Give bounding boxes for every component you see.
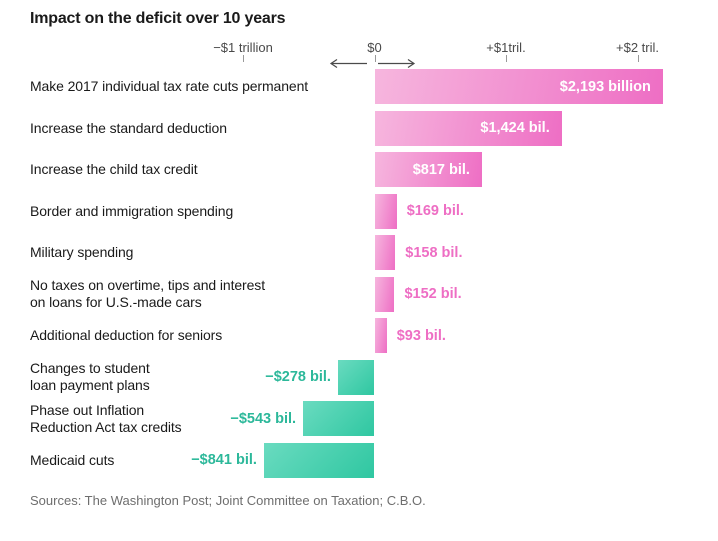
- axis: −$1 trillion $0 +$1tril. +$2 tril.: [0, 0, 718, 69]
- chart-row: Phase out Inflation Reduction Act tax cre…: [0, 398, 718, 440]
- chart-row: Additional deduction for seniors $93 bil.: [0, 315, 718, 357]
- value-label: $2,193 billion: [559, 78, 651, 95]
- axis-tick: [243, 55, 244, 62]
- value-label: $169 bil.: [406, 203, 464, 220]
- value-label: $93 bil.: [396, 327, 446, 344]
- axis-tick: [506, 55, 507, 62]
- deficit-decrease-bar: [263, 442, 375, 478]
- deficit-increase-bar: $817 bil.: [374, 152, 482, 188]
- deficit-increase-bar: [374, 193, 397, 229]
- value-label: −$841 bil.: [191, 452, 257, 469]
- axis-arrow-left-icon: [329, 58, 367, 69]
- value-label: $158 bil.: [405, 244, 463, 261]
- axis-tick: [374, 55, 376, 62]
- chart-row: Medicaid cuts −$841 bil.: [0, 440, 718, 482]
- category-label: Increase the child tax credit: [30, 161, 198, 178]
- chart-row: Border and immigration spending $169 bil.: [0, 191, 718, 233]
- category-label: Medicaid cuts: [30, 451, 115, 468]
- chart-row: Increase the child tax credit $817 bil.: [0, 149, 718, 191]
- axis-tick-label: +$1tril.: [486, 40, 526, 55]
- chart-row: Make 2017 individual tax rate cuts perma…: [0, 66, 718, 108]
- chart-row: Increase the standard deduction $1,424 bi…: [0, 108, 718, 150]
- value-label: $1,424 bil.: [480, 120, 550, 137]
- chart-row: No taxes on overtime, tips and interest o…: [0, 274, 718, 316]
- deficit-increase-bar: $1,424 bil.: [374, 110, 562, 146]
- axis-tick-label: −$1 trillion: [213, 40, 273, 55]
- category-label: Military spending: [30, 244, 134, 261]
- axis-tick: [637, 55, 639, 62]
- deficit-increase-bar: [374, 276, 395, 312]
- value-label: −$543 bil.: [230, 410, 297, 427]
- axis-tick-label: $0: [367, 40, 382, 55]
- category-label: No taxes on overtime, tips and interest o…: [30, 277, 265, 311]
- chart-rows: Make 2017 individual tax rate cuts perma…: [0, 66, 718, 481]
- category-label: Make 2017 individual tax rate cuts perma…: [30, 78, 309, 95]
- deficit-decrease-bar: [337, 359, 375, 395]
- chart-row: Changes to student loan payment plans −$27…: [0, 357, 718, 399]
- chart-title: Impact on the deficit over 10 years: [30, 10, 286, 27]
- deficit-increase-bar: [374, 318, 387, 354]
- sources-note: Sources: The Washington Post; Joint Comm…: [30, 493, 426, 508]
- value-label: $152 bil.: [404, 286, 462, 303]
- category-label: Increase the standard deduction: [30, 119, 227, 136]
- axis-arrow-right-icon: [378, 58, 416, 69]
- category-label: Border and immigration spending: [30, 202, 234, 219]
- chart-row: Military spending $158 bil.: [0, 232, 718, 274]
- axis-tick-label: +$2 tril.: [616, 40, 659, 55]
- deficit-decrease-bar: [303, 401, 375, 437]
- category-label: Additional deduction for seniors: [30, 327, 223, 344]
- value-label: $817 bil.: [412, 161, 470, 178]
- category-label: Changes to student loan payment plans: [30, 360, 150, 394]
- value-label: −$278 bil.: [265, 369, 331, 386]
- deficit-increase-bar: $2,193 billion: [374, 69, 663, 105]
- deficit-increase-bar: [374, 235, 396, 271]
- category-label: Phase out Inflation Reduction Act tax cre…: [30, 401, 182, 435]
